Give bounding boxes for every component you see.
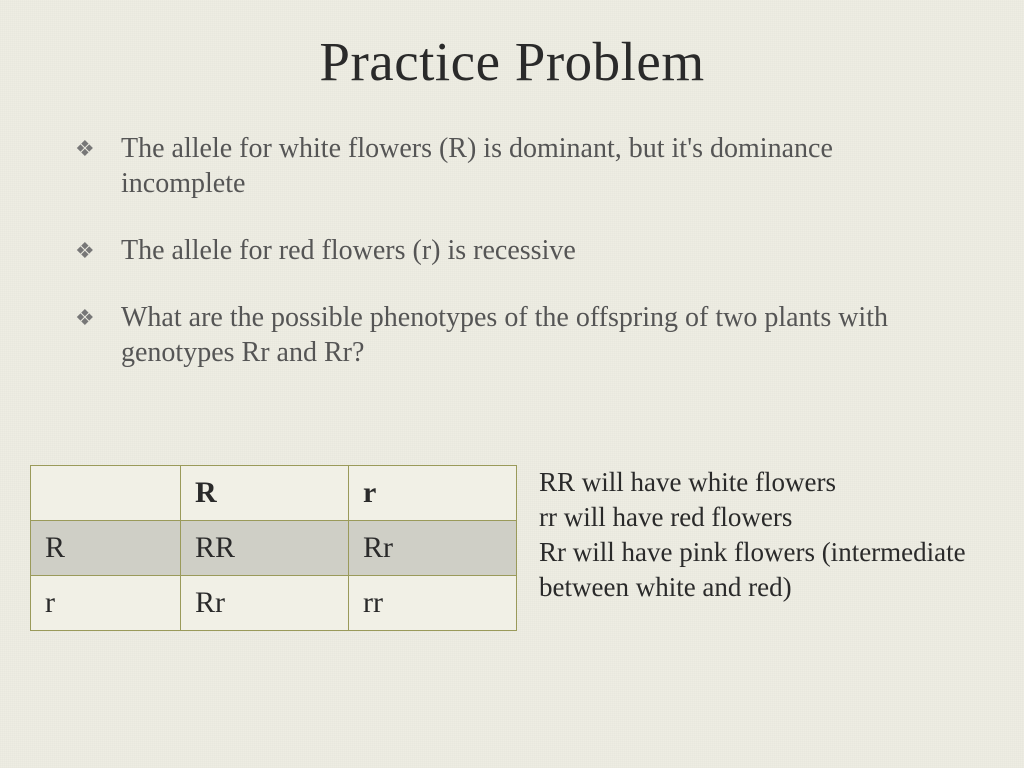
table-cell: rr: [349, 576, 517, 631]
answer-line: RR will have white flowers: [539, 465, 979, 500]
lower-region: R r R RR Rr r Rr rr RR will have white f…: [30, 465, 979, 631]
list-item: ❖ What are the possible phenotypes of th…: [75, 300, 949, 370]
table-row: R RR Rr: [31, 521, 517, 576]
answer-text: RR will have white flowers rr will have …: [539, 465, 979, 605]
table-row: R r: [31, 466, 517, 521]
answer-line: Rr will have pink flowers (intermediate …: [539, 535, 979, 605]
list-item: ❖ The allele for white flowers (R) is do…: [75, 131, 949, 201]
table-cell: Rr: [181, 576, 349, 631]
bullet-icon: ❖: [75, 300, 121, 332]
answer-line: rr will have red flowers: [539, 500, 979, 535]
bullet-list: ❖ The allele for white flowers (R) is do…: [75, 131, 949, 370]
table-cell: r: [349, 466, 517, 521]
table-cell: R: [181, 466, 349, 521]
table-row: r Rr rr: [31, 576, 517, 631]
bullet-icon: ❖: [75, 233, 121, 265]
table-cell: R: [31, 521, 181, 576]
bullet-text: What are the possible phenotypes of the …: [121, 300, 949, 370]
bullet-icon: ❖: [75, 131, 121, 163]
table-cell: Rr: [349, 521, 517, 576]
table-cell: RR: [181, 521, 349, 576]
bullet-text: The allele for red flowers (r) is recess…: [121, 233, 949, 268]
table-cell: r: [31, 576, 181, 631]
punnett-square-table: R r R RR Rr r Rr rr: [30, 465, 517, 631]
list-item: ❖ The allele for red flowers (r) is rece…: [75, 233, 949, 268]
table-cell: [31, 466, 181, 521]
page-title: Practice Problem: [0, 0, 1024, 93]
bullet-text: The allele for white flowers (R) is domi…: [121, 131, 949, 201]
